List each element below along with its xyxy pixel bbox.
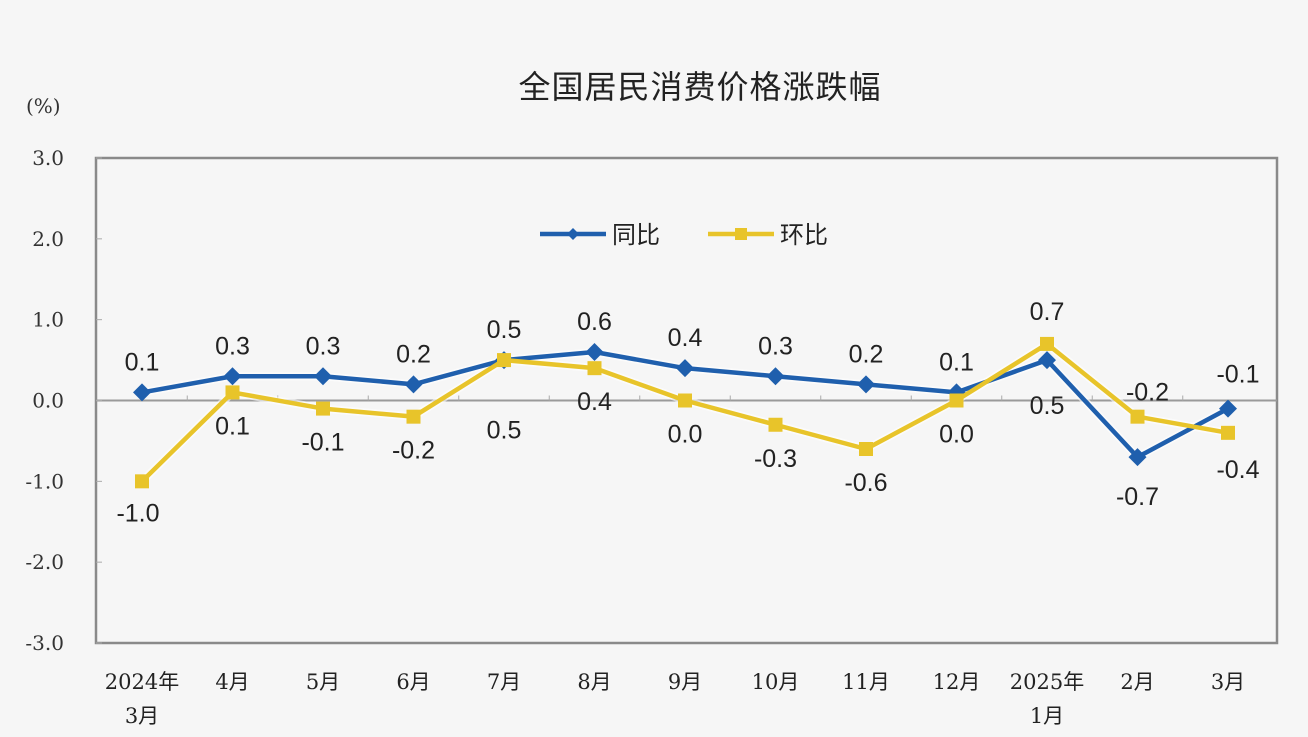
square-marker-icon <box>587 361 602 376</box>
y-tick-label: -1.0 <box>25 469 64 493</box>
x-tick-label: 3月 <box>125 704 159 728</box>
square-marker-icon <box>406 409 421 424</box>
diamond-marker-icon <box>766 367 785 386</box>
data-labels: 0.1 0.3 0.3 0.2 0.5 0.6 0.4 0.3 0.2 0.1 0.5 -0.7 -0.… <box>116 298 1259 527</box>
diamond-marker-icon <box>1219 399 1237 418</box>
diamond-marker-icon <box>404 375 423 394</box>
diamond-marker-icon <box>314 367 332 386</box>
yoy-data-label: 0.1 <box>939 348 974 376</box>
mom-data-label: 0.5 <box>487 417 522 445</box>
yoy-data-label: 0.1 <box>125 348 160 376</box>
x-tick-label: 4月 <box>215 670 249 694</box>
diamond-marker-icon <box>585 343 604 361</box>
x-tick-label: 2月 <box>1120 670 1154 694</box>
x-tick-label: 8月 <box>577 670 611 694</box>
x-tick-label: 9月 <box>668 670 702 694</box>
x-tick-label: 6月 <box>396 670 430 694</box>
series-lines <box>133 336 1237 489</box>
square-marker-icon <box>135 474 149 489</box>
diamond-marker-icon <box>133 383 151 402</box>
x-tick-label: 2024年 <box>105 670 179 694</box>
yoy-data-label: 0.3 <box>306 332 341 360</box>
square-marker-icon <box>768 417 783 432</box>
y-axis-unit: (%) <box>26 94 61 118</box>
y-tick-label: 0.0 <box>32 389 64 413</box>
legend: 同比 环比 <box>540 221 828 249</box>
mom-data-label: 0.4 <box>577 388 612 416</box>
mom-data-label: -0.3 <box>754 445 797 473</box>
mom-data-label: 0.0 <box>668 421 703 449</box>
mom-data-label: -0.1 <box>301 429 344 457</box>
yoy-data-label: 0.2 <box>396 340 431 368</box>
mom-data-label: -0.2 <box>392 437 435 465</box>
x-tick-label: 12月 <box>933 670 981 694</box>
mom-data-label: -0.2 <box>1126 379 1169 407</box>
square-marker-icon <box>735 228 747 240</box>
y-tick-label: 2.0 <box>32 227 64 251</box>
square-marker-icon <box>1221 425 1235 440</box>
diamond-marker-icon <box>1128 448 1147 467</box>
x-tick-label: 5月 <box>306 670 340 694</box>
square-marker-icon <box>225 385 240 400</box>
x-tick-label: 11月 <box>842 670 890 694</box>
yoy-data-label: 0.4 <box>668 324 703 352</box>
yoy-data-label: 0.5 <box>1030 392 1065 420</box>
diamond-marker-icon <box>676 359 694 378</box>
diamond-marker-icon <box>1038 351 1056 370</box>
mom-data-label: 0.0 <box>939 421 974 449</box>
y-tick-label: 3.0 <box>32 146 64 170</box>
yoy-data-label: 0.6 <box>577 308 612 336</box>
diamond-marker-icon <box>567 228 579 240</box>
yoy-data-label: 0.3 <box>215 332 250 360</box>
mom-data-label: -0.6 <box>844 469 887 497</box>
x-tick-label: 2025年 <box>1010 670 1084 694</box>
diamond-marker-icon <box>223 367 242 386</box>
y-axis-ticks: 3.0 2.0 1.0 0.0 -1.0 -2.0 -3.0 <box>25 146 102 655</box>
chart-title: 全国居民消费价格涨跌幅 <box>518 68 882 106</box>
yoy-data-label: 0.5 <box>487 316 522 344</box>
y-tick-label: -3.0 <box>25 631 64 655</box>
square-marker-icon <box>1040 336 1054 351</box>
y-tick-label: 1.0 <box>32 308 64 332</box>
x-axis-ticks: 2024年 3月 4月 5月 6月 7月 8月 9月 10月 11月 12月 2025年 1月 2月 3月 <box>105 670 1245 728</box>
x-tick-label: 3月 <box>1211 670 1245 694</box>
diamond-marker-icon <box>857 375 875 394</box>
x-tick-label: 10月 <box>752 670 800 694</box>
mom-data-label: -1.0 <box>116 499 159 527</box>
yoy-data-label: -0.7 <box>1116 483 1159 511</box>
square-marker-icon <box>497 353 511 368</box>
x-tick-label: 7月 <box>487 670 521 694</box>
mom-data-label: -0.4 <box>1216 456 1259 484</box>
mom-data-label: 0.7 <box>1030 298 1065 326</box>
yoy-data-label: 0.3 <box>758 332 793 360</box>
square-marker-icon <box>949 393 964 408</box>
x-tick-label: 1月 <box>1030 704 1064 728</box>
yoy-data-label: 0.2 <box>849 340 884 368</box>
square-marker-icon <box>678 393 692 408</box>
legend-label-yoy: 同比 <box>612 221 660 249</box>
mom-data-label: 0.1 <box>215 412 250 440</box>
yoy-data-label: -0.1 <box>1216 361 1259 389</box>
square-marker-icon <box>316 401 330 416</box>
square-marker-icon <box>1130 409 1145 424</box>
y-tick-label: -2.0 <box>25 550 64 574</box>
square-marker-icon <box>859 442 873 456</box>
legend-label-mom: 环比 <box>780 221 828 249</box>
